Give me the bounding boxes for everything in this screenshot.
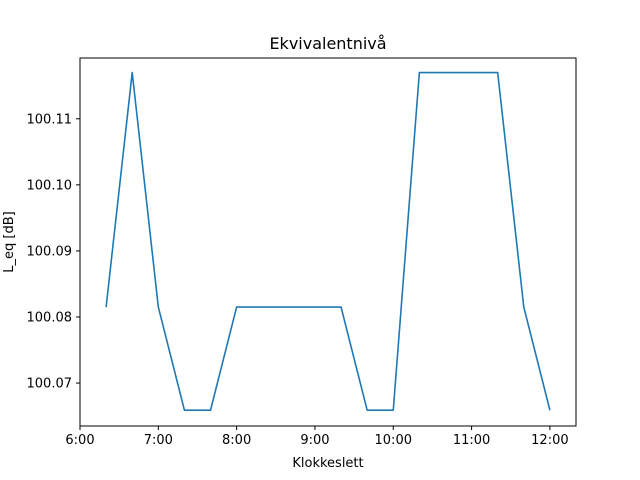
plot-area: 6:00 7:00 8:00 9:00 10:00 11:00 12:00 100.0710… — [27, 57, 577, 448]
x-tick-label: 7:00 — [144, 433, 173, 448]
plot-frame — [79, 57, 577, 427]
x-axis-ticks: 6:00 7:00 8:00 9:00 10:00 11:00 12:00 — [65, 426, 569, 448]
y-tick-label: 100.08 — [27, 310, 73, 325]
chart-title: Ekvivalentnivå — [269, 34, 386, 53]
y-axis-label: L_eq [dB] — [2, 211, 17, 272]
y-tick-label: 100.09 — [27, 244, 73, 259]
x-tick-label: 6:00 — [65, 433, 94, 448]
x-tick-label: 9:00 — [300, 433, 329, 448]
x-tick-label: 11:00 — [453, 433, 490, 448]
x-axis-label: Klokkeslett — [292, 456, 363, 471]
x-tick-label: 10:00 — [375, 433, 412, 448]
y-tick-label: 100.07 — [27, 377, 73, 392]
x-tick-label: 8:00 — [222, 433, 251, 448]
y-tick-label: 100.10 — [27, 178, 73, 193]
y-axis-ticks: 100.07 100.08 100.09 100.10 100.11 — [27, 112, 80, 392]
series-line — [105, 71, 551, 411]
x-tick-label: 12:00 — [531, 433, 568, 448]
y-tick-label: 100.11 — [27, 112, 73, 127]
